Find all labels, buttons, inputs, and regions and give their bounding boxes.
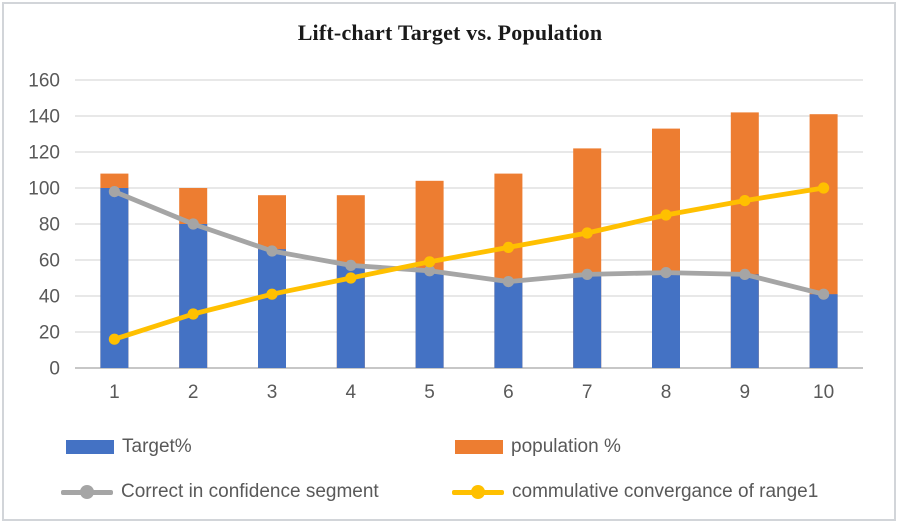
legend-item-convergence: commulative convergance of range1 [452, 481, 818, 503]
confidence-line-swatch [61, 485, 113, 499]
population-bar-swatch [455, 440, 503, 454]
legend-label-population: population % [511, 436, 621, 457]
svg-text:7: 7 [582, 382, 593, 403]
plot-area: 0 20 40 60 80 100 120 140 160 1 2 3 4 5 6 7 8 9 10 [28, 71, 863, 403]
legend-item-confidence: Correct in confidence segment [61, 481, 379, 503]
svg-text:60: 60 [39, 251, 60, 272]
svg-text:3: 3 [267, 382, 278, 403]
svg-text:160: 160 [28, 71, 60, 92]
legend-label-confidence: Correct in confidence segment [121, 481, 379, 502]
svg-text:120: 120 [28, 143, 60, 164]
svg-text:9: 9 [740, 382, 751, 403]
legend-label-target: Target% [122, 436, 192, 457]
target-bar-swatch [66, 440, 114, 454]
svg-text:140: 140 [28, 107, 60, 128]
svg-text:0: 0 [49, 359, 60, 380]
convergence-marker-icon [471, 485, 485, 499]
svg-text:10: 10 [813, 382, 834, 403]
legend-label-convergence: commulative convergance of range1 [512, 481, 819, 502]
chart-title: Lift-chart Target vs. Population [297, 20, 603, 45]
svg-text:6: 6 [503, 382, 514, 403]
convergence-line-swatch [452, 485, 504, 499]
legend-item-population: population % [455, 436, 621, 458]
legend-item-target: Target% [66, 436, 192, 458]
svg-text:100: 100 [28, 179, 60, 200]
svg-text:20: 20 [39, 323, 60, 344]
svg-text:5: 5 [424, 382, 435, 403]
svg-text:2: 2 [188, 382, 199, 403]
svg-text:4: 4 [346, 382, 357, 403]
svg-text:8: 8 [661, 382, 672, 403]
svg-text:1: 1 [109, 382, 120, 403]
svg-text:80: 80 [39, 215, 60, 236]
confidence-marker-icon [80, 485, 94, 499]
svg-text:40: 40 [39, 287, 60, 308]
